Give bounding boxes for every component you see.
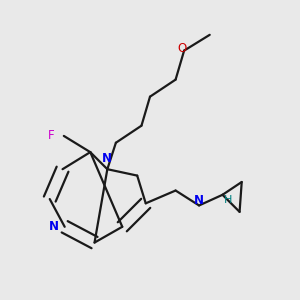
Text: F: F [48,129,54,142]
Text: N: N [194,194,204,207]
Text: N: N [102,152,112,165]
Text: N: N [49,220,59,233]
Text: O: O [177,42,187,55]
Text: H: H [224,195,232,205]
